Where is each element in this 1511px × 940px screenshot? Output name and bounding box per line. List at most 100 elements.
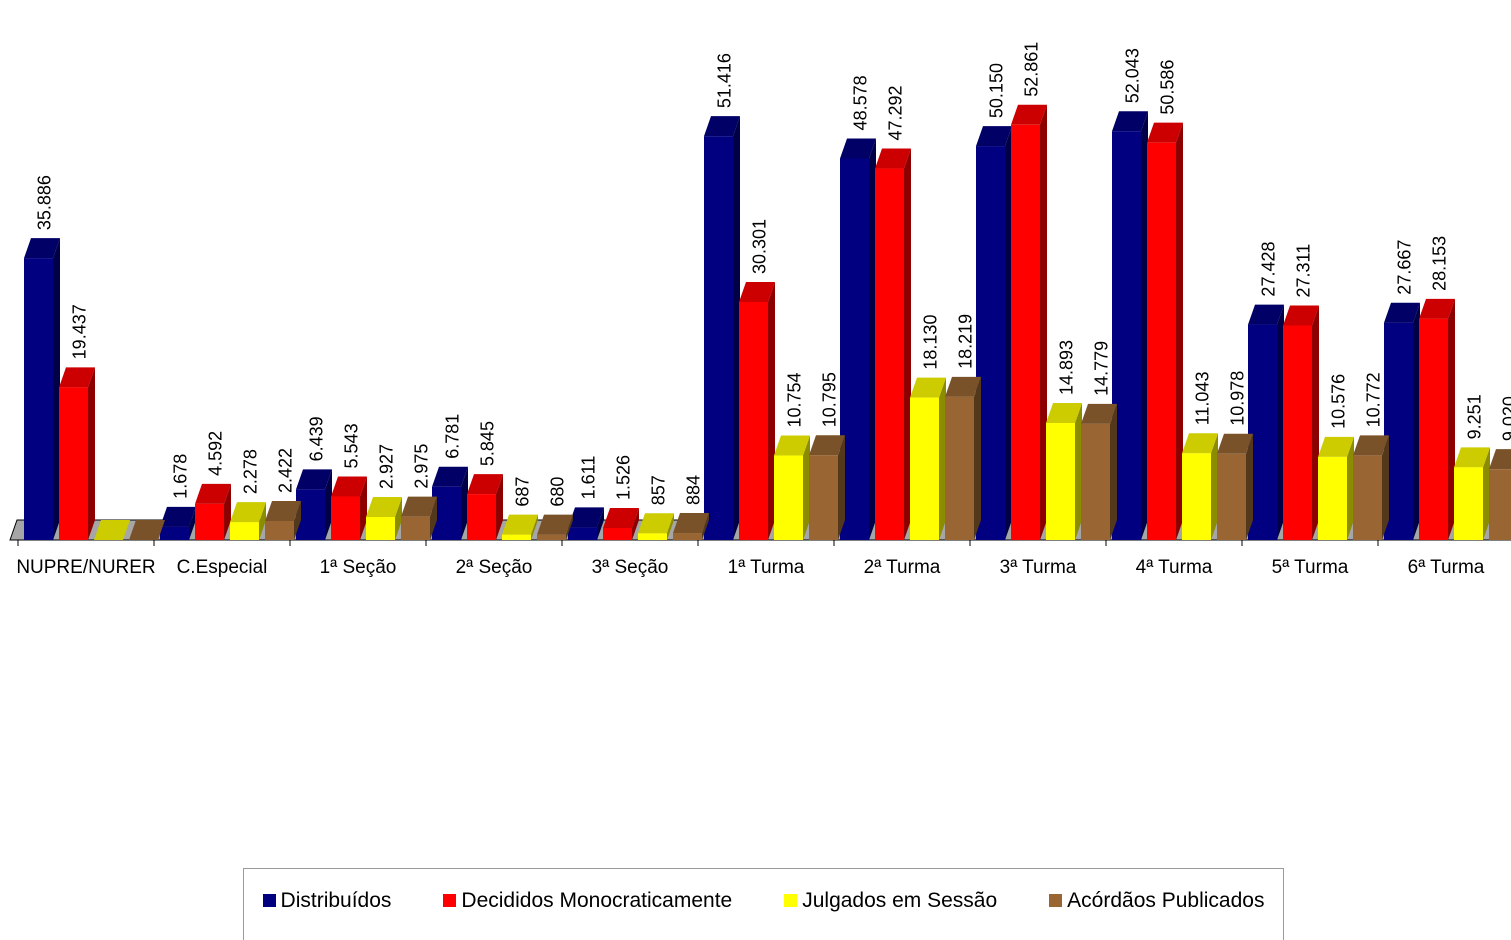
bar-side bbox=[1075, 403, 1082, 540]
bar-front bbox=[1489, 469, 1511, 540]
bar-front bbox=[774, 456, 803, 540]
data-label-decididos-monocraticamente-5-turma: 27.311 bbox=[1294, 244, 1314, 298]
bar-front bbox=[603, 528, 632, 540]
bar-julgados-em-sessao-c-especial bbox=[230, 502, 266, 540]
legend-swatch-julgados bbox=[784, 894, 797, 907]
bar-front bbox=[568, 527, 597, 540]
data-label-decididos-monocraticamente-3-turma: 52.861 bbox=[1022, 42, 1042, 97]
bar-front bbox=[1081, 424, 1110, 540]
bar-side bbox=[1005, 126, 1012, 540]
data-label-distribuidos-4-turma: 52.043 bbox=[1123, 48, 1143, 103]
bar-julgados-em-sessao-2-turma bbox=[910, 378, 946, 540]
bar-julgados-em-sessao-3-turma bbox=[1046, 403, 1082, 540]
data-label-julgados-em-sessao-4-turma: 11.043 bbox=[1193, 372, 1213, 426]
data-label-distribuidos-nupre-nurer: 35.886 bbox=[35, 175, 55, 230]
data-label-distribuidos-2-turma: 48.578 bbox=[851, 75, 871, 130]
data-label-julgados-em-sessao-1-turma: 10.754 bbox=[785, 372, 805, 427]
x-tick-label-4-turma: 4ª Turma bbox=[1136, 557, 1213, 578]
bar-front bbox=[945, 397, 974, 540]
bar-julgados-em-sessao-6-turma bbox=[1454, 447, 1490, 540]
bar-front bbox=[704, 136, 733, 540]
bar-front bbox=[1353, 455, 1382, 540]
bar-acordaos-publicados-5-turma bbox=[1353, 435, 1389, 540]
x-tick-label-1-turma: 1ª Turma bbox=[728, 557, 805, 578]
bar-distribuidos-6-turma bbox=[1384, 303, 1420, 540]
bar-distribuidos-1-turma bbox=[704, 116, 740, 540]
bar-decididos-monocraticamente-3-turma bbox=[1011, 105, 1047, 540]
data-label-decididos-monocraticamente-2-turma: 47.292 bbox=[886, 85, 906, 140]
bar-distribuidos-2-secao bbox=[432, 467, 468, 540]
data-label-acordaos-publicados-3-turma: 14.779 bbox=[1092, 341, 1112, 396]
x-tick-label-5-turma: 5ª Turma bbox=[1272, 557, 1349, 578]
data-label-julgados-em-sessao-3-turma: 14.893 bbox=[1057, 340, 1077, 395]
bar-front bbox=[59, 387, 88, 540]
bar-acordaos-publicados-4-turma bbox=[1217, 434, 1253, 540]
data-label-julgados-em-sessao-3-secao: 857 bbox=[649, 475, 669, 505]
bar-side bbox=[869, 138, 876, 540]
bar-front bbox=[502, 535, 531, 540]
x-tick-label-2-turma: 2ª Turma bbox=[864, 557, 941, 578]
legend-label-decididos: Decididos Monocraticamente bbox=[461, 889, 732, 913]
legend-item-julgados: Julgados em Sessão bbox=[784, 889, 997, 913]
bar-side bbox=[733, 116, 740, 540]
data-label-distribuidos-c-especial: 1.678 bbox=[171, 454, 191, 499]
bar-distribuidos-c-especial bbox=[160, 507, 196, 540]
bar-front bbox=[1147, 143, 1176, 540]
bar-distribuidos-2-turma bbox=[840, 138, 876, 540]
bar-front bbox=[195, 504, 224, 540]
data-label-distribuidos-2-secao: 6.781 bbox=[443, 414, 463, 459]
bar-front bbox=[739, 302, 768, 540]
bar-side bbox=[1413, 303, 1420, 540]
data-label-acordaos-publicados-6-turma: 9.020 bbox=[1500, 396, 1511, 441]
bar-decididos-monocraticamente-nupre-nurer bbox=[59, 367, 95, 540]
bar-decididos-monocraticamente-2-secao bbox=[467, 474, 503, 540]
x-tick-label-nupre-nurer: NUPRE/NURER bbox=[16, 557, 155, 578]
data-label-decididos-monocraticamente-3-secao: 1.526 bbox=[614, 455, 634, 500]
bar-front bbox=[230, 522, 259, 540]
bar-acordaos-publicados-2-turma bbox=[945, 377, 981, 540]
data-label-julgados-em-sessao-6-turma: 9.251 bbox=[1465, 394, 1485, 439]
bar-side bbox=[1312, 305, 1319, 540]
legend: Distribuídos Decididos Monocraticamente … bbox=[243, 868, 1284, 940]
bar-front bbox=[24, 258, 53, 540]
data-label-decididos-monocraticamente-1-secao: 5.543 bbox=[342, 423, 362, 468]
legend-label-acordaos: Acórdãos Publicados bbox=[1067, 889, 1264, 913]
bar-distribuidos-3-turma bbox=[976, 126, 1012, 540]
data-label-distribuidos-1-turma: 51.416 bbox=[715, 53, 735, 108]
bar-side bbox=[88, 367, 95, 540]
bar-front bbox=[1419, 319, 1448, 540]
bar-distribuidos-5-turma bbox=[1248, 305, 1284, 540]
legend-item-distribuidos: Distribuídos bbox=[263, 889, 392, 913]
bar-distribuidos-nupre-nurer bbox=[24, 238, 60, 540]
bar-front bbox=[875, 169, 904, 540]
bar-decididos-monocraticamente-4-turma bbox=[1147, 123, 1183, 540]
bar-acordaos-publicados-6-turma bbox=[1489, 449, 1511, 540]
bar-front bbox=[910, 398, 939, 540]
legend-item-acordaos: Acórdãos Publicados bbox=[1049, 889, 1264, 913]
bar-side bbox=[1448, 299, 1455, 540]
legend-label-julgados: Julgados em Sessão bbox=[802, 889, 997, 913]
bar-front bbox=[638, 533, 667, 540]
bar-side bbox=[939, 378, 946, 540]
data-label-decididos-monocraticamente-nupre-nurer: 19.437 bbox=[70, 304, 90, 359]
data-label-julgados-em-sessao-1-secao: 2.927 bbox=[377, 444, 397, 489]
data-label-distribuidos-6-turma: 27.667 bbox=[1395, 240, 1415, 295]
bar-front bbox=[467, 494, 496, 540]
bar-acordaos-publicados-c-especial bbox=[265, 501, 301, 540]
data-label-julgados-em-sessao-2-turma: 18.130 bbox=[921, 315, 941, 370]
bar-decididos-monocraticamente-c-especial bbox=[195, 484, 231, 540]
bar-decididos-monocraticamente-1-turma bbox=[739, 282, 775, 540]
bar-acordaos-publicados-1-turma bbox=[809, 435, 845, 540]
data-label-distribuidos-3-secao: 1.611 bbox=[579, 456, 599, 500]
bar-side bbox=[904, 149, 911, 540]
bar-front bbox=[1182, 453, 1211, 540]
data-label-decididos-monocraticamente-c-especial: 4.592 bbox=[206, 431, 226, 476]
x-tick-label-3-turma: 3ª Turma bbox=[1000, 557, 1077, 578]
data-label-acordaos-publicados-3-secao: 884 bbox=[684, 475, 704, 505]
legend-swatch-distribuidos bbox=[263, 894, 276, 907]
bar-decididos-monocraticamente-1-secao bbox=[331, 476, 367, 540]
x-tick-label-c-especial: C.Especial bbox=[177, 557, 268, 578]
legend-swatch-decididos bbox=[443, 894, 456, 907]
data-label-acordaos-publicados-4-turma: 10.978 bbox=[1228, 371, 1248, 426]
